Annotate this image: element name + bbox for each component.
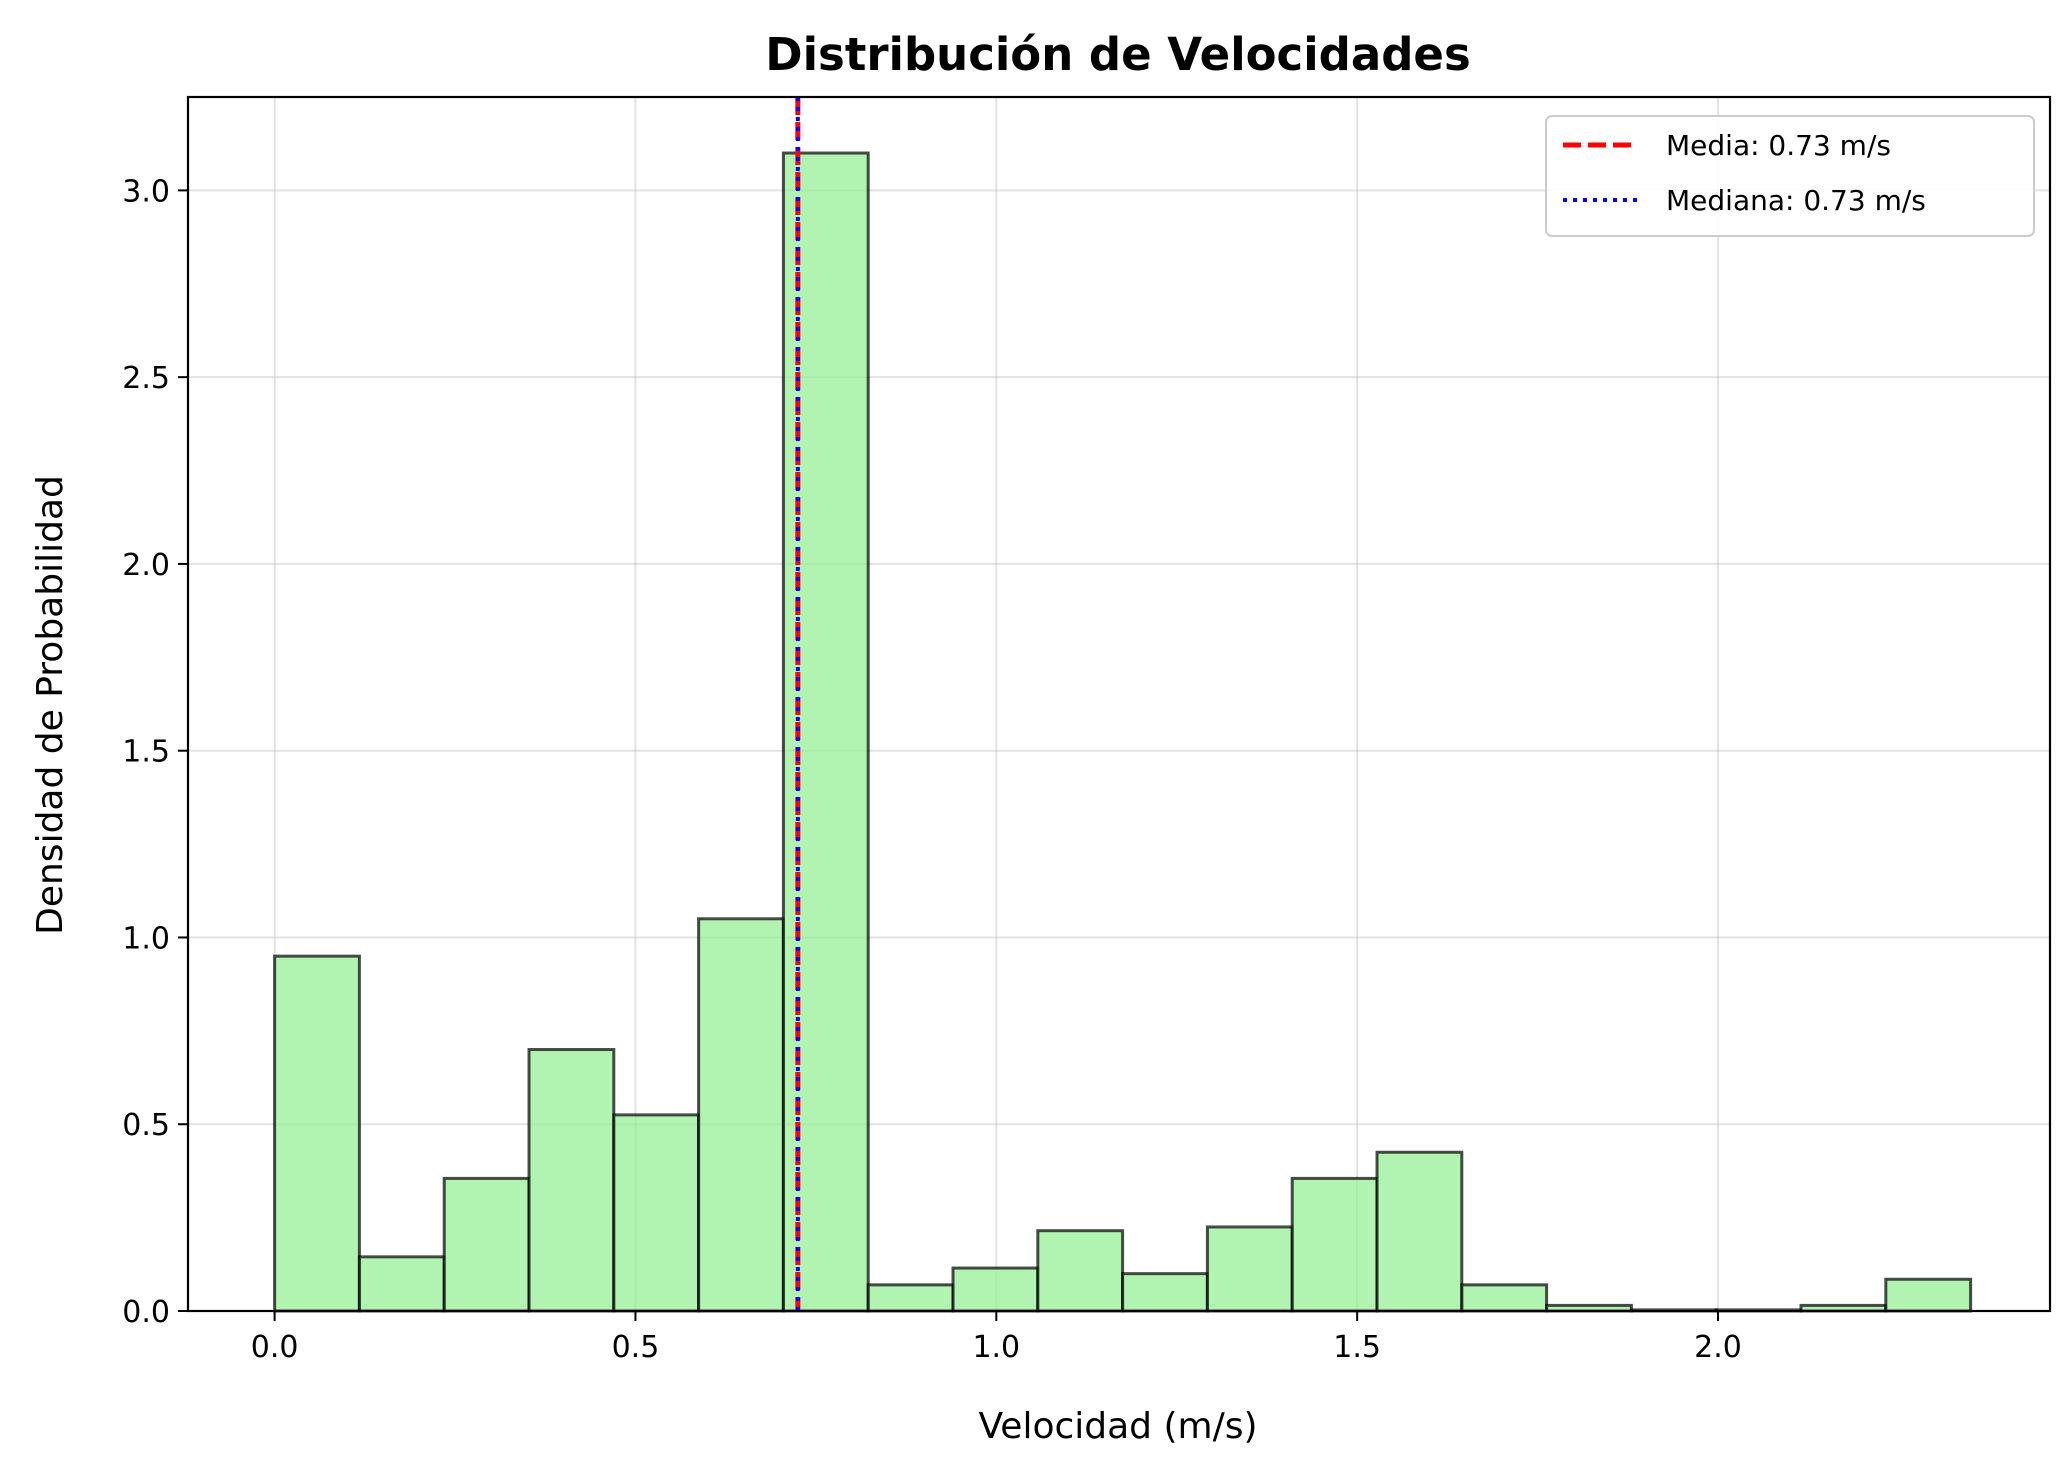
grid-lines xyxy=(188,97,2050,1312)
histogram-bar-2 xyxy=(442,1176,531,1313)
histogram-bar-1 xyxy=(357,1255,446,1313)
y-tick-label-4: 2.0 xyxy=(122,548,170,583)
histogram-bar-5 xyxy=(697,917,785,1313)
y-tick-label-2: 1.0 xyxy=(122,921,170,956)
y-tick-label-3: 1.5 xyxy=(122,735,170,770)
x-tick-label-2: 1.0 xyxy=(972,1330,1020,1365)
legend-label-media: Media: 0.73 m/s xyxy=(1666,129,1891,162)
y-tick-label-6: 3.0 xyxy=(122,174,170,209)
histogram-bars xyxy=(273,151,1973,1313)
histogram-bar-11 xyxy=(1205,1225,1294,1313)
histogram-bar-19 xyxy=(1884,1277,1973,1313)
x-tick-label-4: 2.0 xyxy=(1694,1330,1742,1365)
histogram-bar-13 xyxy=(1375,1150,1464,1313)
histogram-bar-7 xyxy=(866,1283,955,1313)
histogram-bar-9 xyxy=(1036,1229,1125,1313)
y-tick-label-1: 0.5 xyxy=(122,1108,170,1143)
histogram-bar-0 xyxy=(273,954,361,1313)
plot-frame xyxy=(186,95,2052,1313)
y-axis-label: Densidad de Probabilidad xyxy=(30,475,71,935)
histogram-bar-14 xyxy=(1460,1283,1549,1313)
histogram-bar-12 xyxy=(1290,1176,1379,1313)
y-tick-label-5: 2.5 xyxy=(122,361,170,396)
legend-label-mediana: Mediana: 0.73 m/s xyxy=(1666,184,1926,217)
x-axis-label: Velocidad (m/s) xyxy=(978,1406,1257,1447)
x-axis-ticks: 0.0 0.5 1.0 1.5 2.0 xyxy=(251,1311,1742,1365)
x-tick-label-1: 0.5 xyxy=(612,1330,660,1365)
y-tick-label-0: 0.0 xyxy=(122,1295,170,1330)
chart-title: Distribución de Velocidades xyxy=(765,28,1470,81)
histogram-bar-4 xyxy=(612,1113,701,1313)
x-tick-label-0: 0.0 xyxy=(251,1330,299,1365)
x-tick-label-3: 1.5 xyxy=(1333,1330,1381,1365)
legend-box xyxy=(1545,115,2035,237)
histogram-bar-8 xyxy=(951,1266,1040,1313)
y-axis-ticks: 0.0 0.5 1.0 1.5 2.0 2.5 3.0 xyxy=(122,174,188,1330)
legend: Media: 0.73 m/s Mediana: 0.73 m/s xyxy=(1545,115,2035,237)
histogram-bar-3 xyxy=(527,1048,616,1313)
histogram-bar-10 xyxy=(1121,1272,1209,1313)
